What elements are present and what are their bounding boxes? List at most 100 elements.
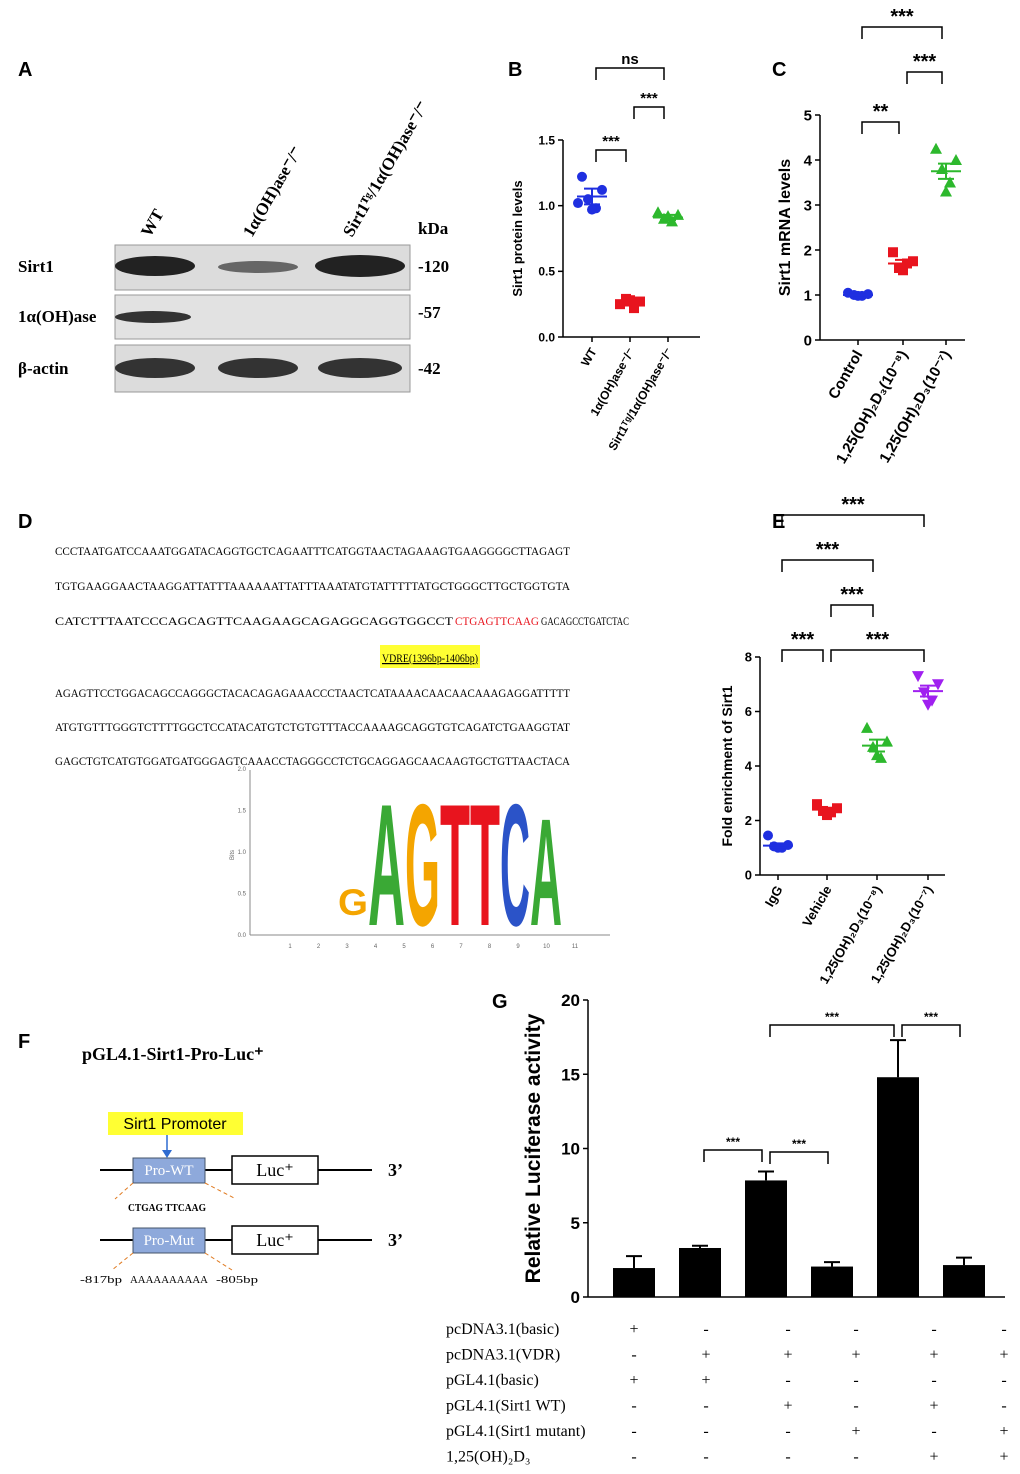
sequence-line: AGAGTTCCTGGACAGCCAGGGCTACACAGAGAAACCCTAA… [55, 686, 571, 700]
logo-x-tick: 7 [459, 944, 463, 950]
point [822, 810, 832, 821]
logo-y-tick: 0.5 [238, 892, 247, 898]
point [832, 803, 842, 814]
point [930, 142, 942, 154]
y-tick-label: 8 [745, 650, 752, 665]
point [587, 204, 597, 215]
dash [204, 1252, 233, 1271]
dash [114, 1182, 134, 1200]
significance-label: *** [890, 6, 914, 28]
dash [111, 1252, 134, 1271]
logo-x-tick: 8 [488, 944, 492, 950]
sequence-line: CCCTAATGATCCAAATGGATACAGGTGCTCAGAATTTCAT… [55, 544, 571, 558]
logo-y-tick: 0.0 [238, 933, 247, 939]
row-value: - [931, 1423, 936, 1440]
significance-bracket [781, 559, 874, 572]
y-tick-label: 4 [745, 759, 753, 774]
row-value: - [703, 1423, 708, 1440]
row-label: pGL4.1(basic) [446, 1372, 539, 1389]
significance-label: *** [726, 1135, 740, 1149]
promoter-highlight [108, 1112, 243, 1135]
significance-label: *** [791, 629, 815, 651]
point [577, 171, 587, 182]
logo-x-tick: 5 [402, 944, 406, 950]
significance-bracket [595, 149, 627, 162]
row-value: - [1001, 1398, 1006, 1415]
row-value: + [929, 1347, 938, 1364]
luc-label: Luc⁺ [256, 1230, 294, 1250]
logo-letter: A [530, 788, 562, 958]
row-value: - [853, 1372, 858, 1389]
logo-y-tick: 1.0 [238, 850, 247, 856]
row-label: pGL4.1(Sirt1 WT) [446, 1398, 566, 1415]
error-bar [584, 187, 600, 206]
row-label: pGL4.1(Sirt1 mutant) [446, 1423, 586, 1440]
end-label: 3’ [388, 1230, 403, 1250]
significance-label: *** [640, 90, 658, 107]
row-value: - [1001, 1321, 1006, 1338]
panel-label: G [492, 991, 508, 1013]
significance-bracket [901, 1024, 961, 1037]
row-value: - [703, 1398, 708, 1415]
row-value: + [851, 1423, 860, 1440]
row-value: - [931, 1321, 936, 1338]
significance-bracket [830, 604, 874, 617]
sequence-line: ATGTGTTTGGGTCTTTTGGCTCCATACATGTCTGTGTTTA… [55, 720, 571, 734]
logo-letter: A [368, 769, 405, 963]
error-bar [622, 299, 638, 307]
y-tick-label: 1.5 [538, 133, 555, 147]
row-value: + [783, 1347, 792, 1364]
logo-letter: G [405, 769, 440, 963]
kda-title: kDa [418, 219, 449, 238]
row-value: + [999, 1347, 1008, 1364]
point [898, 265, 908, 276]
mut-sequence: AAAAAAAAAA [130, 1274, 208, 1286]
point [922, 699, 934, 711]
significance-bracket [861, 121, 900, 134]
kda-label: -57 [418, 303, 441, 322]
logo-letter: T [440, 769, 470, 963]
significance-label: *** [792, 1137, 806, 1151]
x-tick-label: IgG [762, 883, 786, 909]
motif: CTGAGTTCAAG [455, 614, 539, 628]
significance-bracket [830, 649, 925, 662]
point [629, 303, 639, 314]
point [908, 256, 918, 267]
logo-letter: C [500, 769, 530, 963]
x-tick-label: Vehicle [799, 883, 834, 929]
bar [811, 1266, 853, 1297]
error-bar [890, 1039, 906, 1078]
row-value: + [999, 1449, 1008, 1466]
error-bar [758, 1170, 774, 1181]
row-value: + [629, 1372, 638, 1389]
row-value: - [853, 1449, 858, 1466]
point [912, 671, 924, 683]
y-axis-label: Sirt1 mRNA levels [777, 159, 794, 296]
bar [679, 1247, 721, 1297]
error-bar [626, 1255, 642, 1269]
point [871, 749, 883, 761]
y-axis-label: Relative Luciferase activity [522, 1013, 545, 1283]
bar [745, 1180, 787, 1297]
row-label: pcDNA3.1(basic) [446, 1321, 559, 1338]
significance-bracket [781, 514, 925, 527]
end-label: 3’ [388, 1160, 403, 1180]
logo-x-tick: 4 [374, 944, 378, 950]
band [315, 255, 405, 277]
lane-label: WT [137, 205, 168, 240]
error-bar [920, 684, 936, 698]
sequence-line: GAGCTGTCATGTGGATGATGGGAGTCAAACCTAGGGCCTC… [55, 754, 570, 768]
y-tick-label: 5 [571, 1214, 580, 1233]
arrow-head [162, 1150, 172, 1158]
error-bar [660, 213, 676, 222]
y-tick-label: 0 [571, 1288, 580, 1307]
band [218, 261, 298, 273]
row-value: + [701, 1372, 710, 1389]
promoter-box [132, 1157, 206, 1184]
significance-label: ** [873, 101, 889, 123]
wt-sequence: CTGAG TTCAAG [128, 1203, 206, 1214]
point [615, 299, 625, 310]
sequence-part: GACAGCCTGATCTAC [541, 614, 629, 628]
row-value: - [853, 1321, 858, 1338]
